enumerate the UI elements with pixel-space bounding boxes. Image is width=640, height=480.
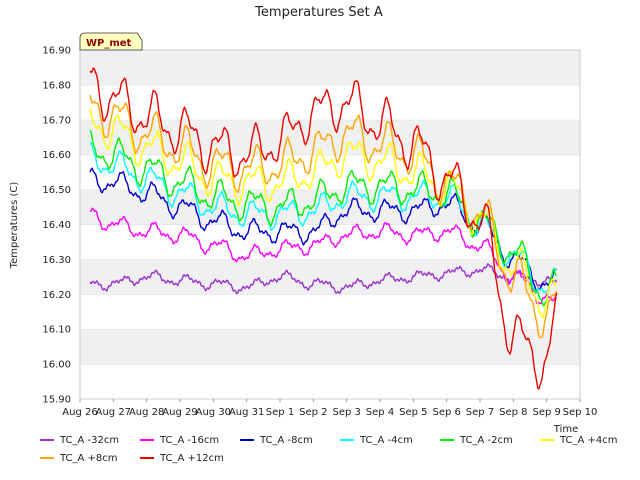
legend-label: TC_A +8cm xyxy=(59,453,118,464)
chart-title: Temperatures Set A xyxy=(254,5,383,20)
x-tick-label: Sep 2 xyxy=(299,407,327,418)
series-line xyxy=(89,107,557,319)
x-tick-label: Aug 28 xyxy=(129,407,164,418)
legend-label: TC_A -32cm xyxy=(59,435,119,446)
legend-label: TC_A -4cm xyxy=(359,435,413,446)
y-tick-label: 16.30 xyxy=(42,255,71,266)
legend-label: TC_A -8cm xyxy=(259,435,313,446)
series-line xyxy=(89,95,558,339)
series-line xyxy=(89,142,557,294)
x-tick-label: Sep 10 xyxy=(563,407,598,418)
y-tick-label: 16.10 xyxy=(42,325,71,336)
series-line xyxy=(89,67,558,390)
legend-label: TC_A +4cm xyxy=(559,435,618,446)
grid-band xyxy=(80,364,580,399)
grid-band xyxy=(80,294,580,330)
x-tick-label: Sep 7 xyxy=(466,407,494,418)
x-axis-label: Time xyxy=(553,424,578,435)
grid-band xyxy=(80,224,580,260)
y-tick-label: 15.90 xyxy=(42,395,71,406)
x-tick-label: Sep 8 xyxy=(499,407,527,418)
x-tick-label: Sep 4 xyxy=(366,407,394,418)
grid-band xyxy=(80,259,580,295)
x-tick-label: Sep 9 xyxy=(532,407,560,418)
y-axis-ticks: 15.90 16.00 16.10 16.20 16.30 16.40 16.50 16.60… xyxy=(42,46,71,406)
y-tick-label: 16.00 xyxy=(42,360,71,371)
y-tick-label: 16.70 xyxy=(42,115,71,126)
x-tick-label: Aug 29 xyxy=(162,407,197,418)
y-tick-label: 16.40 xyxy=(42,220,71,231)
series-line xyxy=(89,263,558,295)
series-layer xyxy=(89,67,558,390)
grid-band xyxy=(80,329,580,365)
series-line xyxy=(89,207,558,305)
legend-label: TC_A +12cm xyxy=(159,453,224,464)
legend-label: TC_A -2cm xyxy=(459,435,513,446)
annotation-text: WP_met xyxy=(86,38,132,49)
annotation-box xyxy=(79,32,143,51)
y-tick-label: 16.50 xyxy=(42,185,71,196)
grid-band xyxy=(80,50,580,85)
y-tick-label: 16.90 xyxy=(42,46,71,57)
x-tick-label: Aug 26 xyxy=(62,407,97,418)
x-tick-label: Sep 6 xyxy=(432,407,460,418)
grid-band xyxy=(80,154,580,190)
x-tick-label: Aug 31 xyxy=(229,407,264,418)
x-tick-label: Sep 5 xyxy=(399,407,427,418)
x-tick-label: Sep 1 xyxy=(266,407,294,418)
plot-frame xyxy=(79,49,581,400)
x-tick-label: Aug 27 xyxy=(96,407,131,418)
y-axis-label: Temperatures (C) xyxy=(9,182,20,270)
legend-label: TC_A -16cm xyxy=(159,435,219,446)
x-tick-label: Aug 30 xyxy=(196,407,231,418)
legend: TC_A -32cm TC_A -16cm TC_A -8cm TC_A -4cm TC… xyxy=(40,435,618,464)
x-tick-label: Sep 3 xyxy=(332,407,360,418)
y-tick-label: 16.60 xyxy=(42,150,71,161)
annotation-badge: WP_met xyxy=(79,32,143,51)
y-tick-label: 16.80 xyxy=(42,80,71,91)
y-tick-label: 16.20 xyxy=(42,290,71,301)
